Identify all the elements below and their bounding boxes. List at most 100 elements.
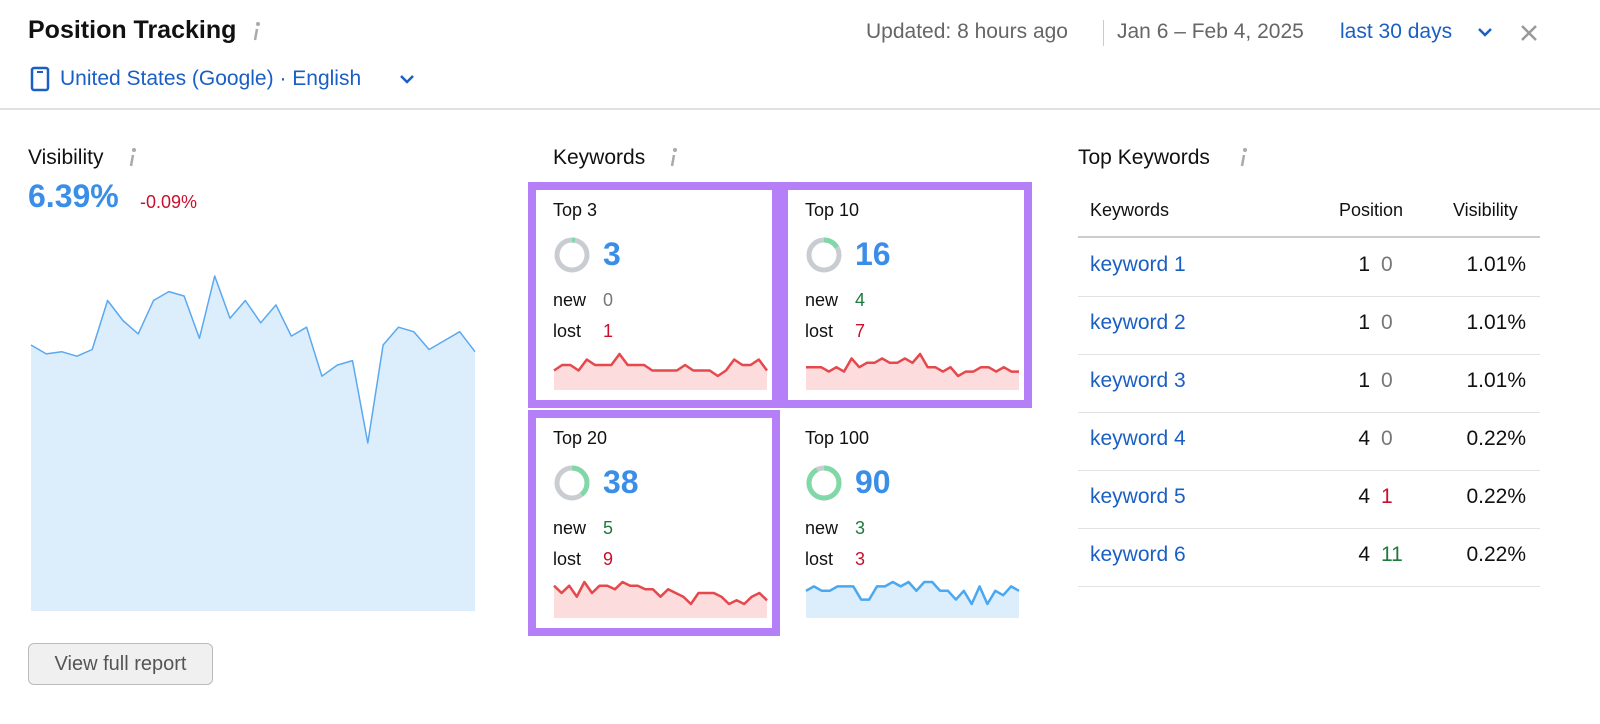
donut — [806, 237, 842, 273]
card-label: Top 100 — [805, 428, 870, 448]
lost-label: lost — [805, 549, 834, 569]
trend-line — [806, 352, 1019, 378]
location-dropdown[interactable]: United States (Google) · English — [60, 67, 362, 90]
new-count: 0 — [603, 290, 614, 310]
period-dropdown[interactable]: last 30 days — [1340, 20, 1453, 43]
visibility-change: -0.09% — [140, 192, 198, 212]
keyword-card: Top 10 16 new 4 lost 7 — [780, 182, 1032, 408]
lost-count: 7 — [855, 321, 866, 341]
table-row: keyword 2 1 0 1.01% — [1078, 296, 1540, 355]
donut-arc — [554, 237, 590, 273]
new-count: 4 — [855, 290, 866, 310]
position: 1 — [1358, 311, 1370, 334]
lost-label: lost — [805, 321, 834, 341]
new-label: new — [805, 518, 839, 538]
card-value: 90 — [855, 464, 891, 500]
card-label: Top 3 — [553, 200, 598, 220]
position-change: 11 — [1381, 543, 1403, 566]
position: 1 — [1358, 369, 1370, 392]
position-change: 0 — [1381, 427, 1393, 450]
keyword-link[interactable]: keyword 1 — [1090, 253, 1186, 276]
position: 4 — [1358, 543, 1370, 566]
keyword-link[interactable]: keyword 4 — [1090, 427, 1186, 450]
lost-label: lost — [553, 549, 582, 569]
keyword-visibility: 1.01% — [1466, 311, 1526, 334]
keyword-card: Top 20 38 new 5 lost 9 — [528, 410, 780, 636]
lost-count: 3 — [855, 549, 866, 569]
column-header: Visibility — [1453, 200, 1518, 220]
keyword-visibility: 0.22% — [1466, 543, 1526, 566]
area-fill — [806, 354, 1019, 390]
info-icon[interactable] — [667, 146, 681, 168]
trend-line — [805, 580, 1020, 606]
lost-label: lost — [553, 321, 582, 341]
date-range: Jan 6 – Feb 4, 2025 — [1117, 20, 1304, 43]
keyword-link[interactable]: keyword 2 — [1090, 311, 1186, 334]
position-change: 0 — [1381, 311, 1393, 334]
trend-line — [30, 275, 476, 444]
new-count: 5 — [603, 518, 614, 538]
visibility-value: 6.39% — [28, 178, 119, 214]
keyword-visibility: 1.01% — [1466, 253, 1526, 276]
device-icon — [30, 66, 50, 92]
section-title: Keywords — [553, 146, 646, 169]
close-button[interactable] — [1518, 22, 1540, 44]
trend-line — [553, 580, 768, 606]
table-row: keyword 6 4 11 0.22% — [1078, 528, 1540, 587]
card-value: 38 — [603, 464, 639, 500]
new-count: 3 — [855, 518, 866, 538]
keyword-link[interactable]: keyword 3 — [1090, 369, 1186, 392]
view-report-button[interactable]: View full report — [28, 643, 213, 685]
column-header: Keywords — [1090, 200, 1170, 220]
card-trend — [553, 580, 768, 618]
area-fill — [806, 582, 1019, 618]
card-trend — [553, 352, 769, 390]
chevron — [400, 75, 414, 84]
donut — [554, 465, 590, 501]
table-row: keyword 4 4 0 0.22% — [1078, 412, 1540, 471]
info-icon[interactable] — [250, 20, 264, 42]
table-row: keyword 5 4 1 0.22% — [1078, 470, 1540, 529]
card-value: 16 — [855, 236, 891, 272]
new-label: new — [553, 290, 587, 310]
header-border — [0, 108, 1600, 110]
position: 4 — [1358, 485, 1370, 508]
visibility-chart — [30, 275, 476, 611]
keyword-card: Top 3 3 new 0 lost 1 — [528, 182, 780, 408]
donut-arc — [806, 237, 842, 273]
new-label: new — [805, 290, 839, 310]
position-change: 0 — [1381, 369, 1393, 392]
table-row: keyword 3 1 0 1.01% — [1078, 354, 1540, 413]
column-header: Position — [1339, 200, 1404, 220]
title: Position Tracking — [28, 16, 237, 44]
card-trend — [806, 352, 1019, 390]
keyword-visibility: 1.01% — [1466, 369, 1526, 392]
keyword-link[interactable]: keyword 5 — [1090, 485, 1186, 508]
donut — [806, 465, 842, 501]
position-change: 1 — [1381, 485, 1393, 508]
donut — [554, 237, 590, 273]
donut-arc — [554, 465, 590, 501]
section-title: Top Keywords — [1078, 146, 1210, 169]
keyword-link[interactable]: keyword 6 — [1090, 543, 1186, 566]
keyword-visibility: 0.22% — [1466, 427, 1526, 450]
position: 1 — [1358, 253, 1370, 276]
info-icon[interactable] — [1237, 146, 1251, 168]
keyword-visibility: 0.22% — [1466, 485, 1526, 508]
card-trend — [805, 580, 1020, 618]
trend-line — [553, 352, 769, 378]
new-label: new — [553, 518, 587, 538]
area-fill — [554, 582, 767, 618]
position: 4 — [1358, 427, 1370, 450]
card-label: Top 20 — [553, 428, 608, 448]
donut-arc — [806, 465, 842, 501]
area-fill — [31, 276, 475, 611]
chevron — [1478, 28, 1492, 37]
position-change: 0 — [1381, 253, 1393, 276]
info-icon[interactable] — [126, 146, 140, 168]
lost-count: 1 — [603, 321, 614, 341]
updated: Updated: 8 hours ago — [866, 20, 1068, 43]
card-value: 3 — [603, 236, 621, 272]
